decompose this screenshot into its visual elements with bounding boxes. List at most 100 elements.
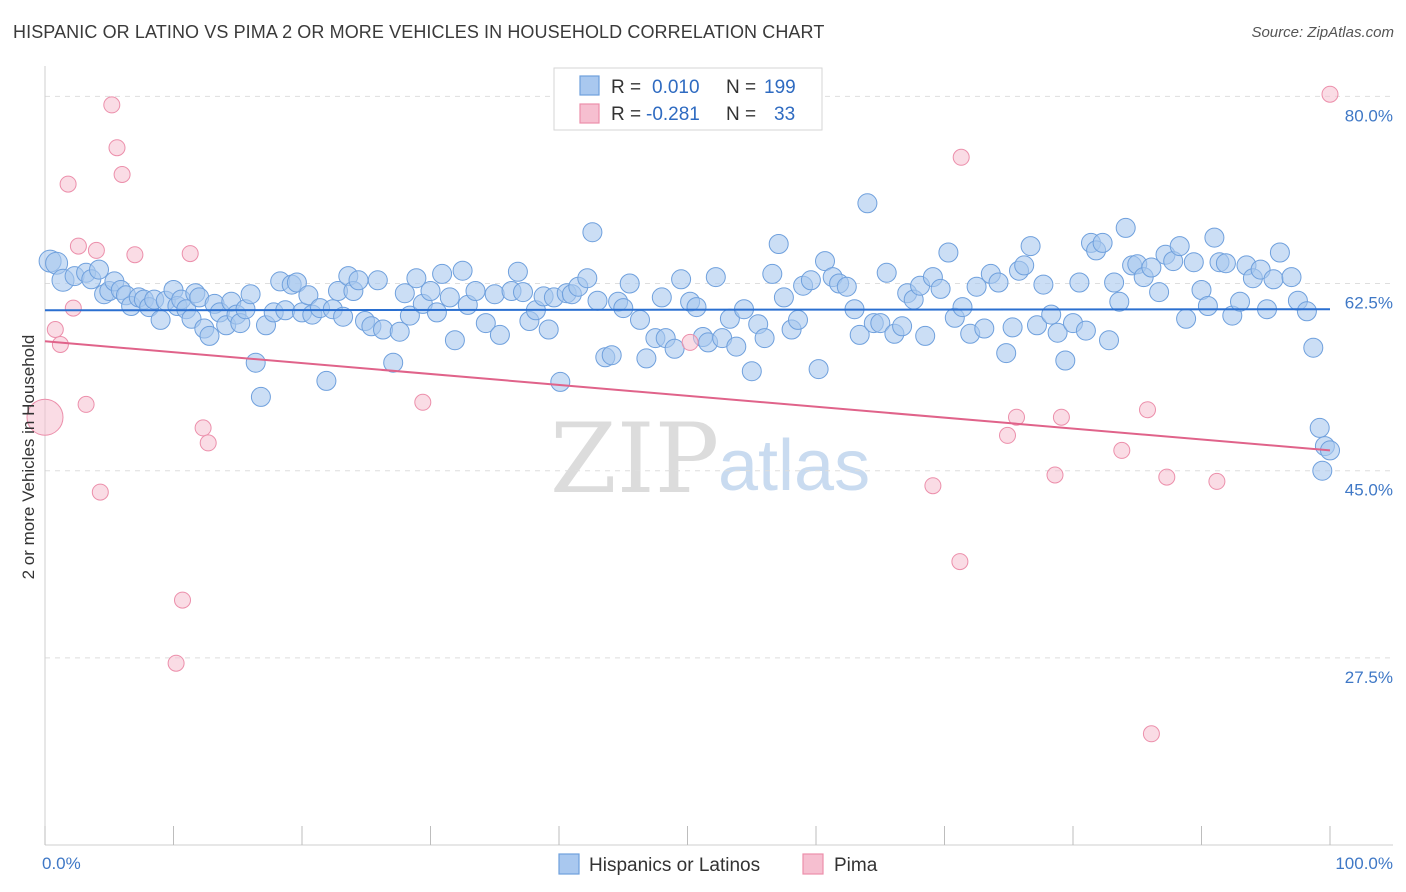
pima-point: [26, 398, 64, 436]
pima-point: [1139, 401, 1156, 419]
hispanic-point: [1014, 255, 1035, 276]
hispanic-point: [1115, 217, 1136, 238]
pima-point: [999, 426, 1016, 444]
hispanic-point: [613, 298, 634, 319]
hispanic-point: [199, 325, 220, 346]
hispanic-trend-line: [44, 308, 1331, 312]
hispanic-point: [836, 276, 857, 297]
y-tick-label: 27.5%: [1345, 668, 1393, 687]
hispanic-point: [489, 324, 510, 345]
pima-point: [91, 483, 109, 501]
hispanic-point: [915, 325, 936, 346]
pima-point: [46, 321, 64, 338]
hispanic-point: [465, 281, 486, 301]
pima-point: [126, 246, 144, 264]
bottom-legend-label-pima: Pima: [834, 855, 878, 876]
legend-r-label-1: R =: [611, 77, 641, 98]
pima-point: [181, 245, 199, 263]
hispanic-point: [1176, 308, 1197, 329]
hispanic-point: [988, 272, 1009, 293]
hispanic-point: [1204, 227, 1225, 248]
hispanic-point: [686, 297, 707, 318]
pima-point: [1113, 441, 1131, 459]
hispanic-point: [1047, 322, 1068, 343]
hispanic-point: [1281, 267, 1302, 288]
pima-point: [1008, 408, 1025, 426]
hispanic-point: [513, 282, 533, 303]
hispanic-point: [383, 352, 404, 373]
hispanic-point: [876, 262, 897, 283]
hispanic-point: [444, 330, 465, 351]
hispanic-point: [439, 287, 460, 308]
pima-point: [113, 166, 131, 183]
watermark-zip: ZIP: [550, 403, 719, 515]
hispanic-point: [1296, 301, 1317, 322]
legend-swatch-pima: [579, 103, 600, 124]
hispanic-point: [857, 193, 878, 214]
pima-point: [108, 139, 126, 157]
hispanic-point: [1312, 460, 1333, 481]
pima-point: [951, 553, 969, 571]
tick-labels: 27.5% 45.0% 62.5% 80.0% 0.0% 100.0%: [42, 106, 1393, 873]
hispanic-point: [1303, 337, 1324, 358]
hispanic-point: [389, 321, 410, 342]
hispanic-point: [630, 309, 650, 330]
hispanic-point: [815, 251, 835, 272]
hispanic-point: [240, 284, 261, 305]
pima-point: [952, 148, 970, 166]
hispanic-point: [420, 281, 441, 301]
hispanic-point: [484, 284, 505, 305]
hispanic-point: [1092, 232, 1113, 253]
scatter-points: [26, 85, 1340, 743]
hispanic-point: [1309, 417, 1330, 438]
hispanic-point: [1215, 253, 1236, 274]
legend-r-value-2: -0.281: [646, 104, 700, 125]
hispanic-point: [601, 345, 622, 366]
hispanic-point: [1002, 317, 1023, 338]
hispanic-point: [1104, 272, 1125, 293]
hispanic-point: [762, 263, 783, 284]
hispanic-point: [1149, 282, 1170, 303]
hispanic-point: [938, 242, 959, 263]
hispanic-point: [298, 285, 319, 306]
hispanic-point: [788, 309, 808, 330]
hispanic-point: [587, 290, 608, 311]
hispanic-point: [974, 318, 995, 339]
hispanic-point: [507, 261, 528, 282]
hispanic-point: [808, 359, 829, 380]
legend-n-label-2: N =: [726, 104, 756, 125]
hispanic-point: [619, 273, 640, 294]
hispanic-point: [651, 287, 672, 308]
hispanic-point: [1099, 330, 1119, 351]
hispanic-point: [671, 269, 692, 290]
pima-point: [174, 591, 191, 609]
bottom-legend-label-hispanic: Hispanics or Latinos: [589, 855, 760, 876]
pima-point: [64, 299, 82, 317]
legend-box: R = 0.010 N = 199 R = -0.281 N = 33: [553, 67, 823, 131]
pima-point: [87, 241, 105, 259]
hispanic-point: [582, 222, 603, 243]
gridlines: [45, 95, 1393, 659]
pima-point: [1158, 468, 1176, 486]
hispanic-point: [741, 361, 762, 382]
pima-point: [51, 336, 69, 353]
hispanic-point: [538, 319, 559, 340]
pima-point: [1208, 472, 1226, 490]
hispanic-point: [452, 260, 473, 281]
hispanic-point: [1183, 252, 1204, 273]
hispanic-point: [664, 338, 685, 359]
hispanic-point: [849, 324, 870, 345]
y-tick-label: 62.5%: [1345, 294, 1393, 313]
hispanic-point: [636, 348, 657, 369]
pima-point: [194, 419, 212, 437]
pima-point: [1321, 85, 1339, 103]
pima-point: [1142, 725, 1160, 743]
hispanic-point: [1197, 296, 1218, 316]
hispanic-point: [1055, 350, 1076, 371]
hispanic-point: [892, 316, 913, 337]
hispanic-point: [1041, 304, 1062, 325]
pima-point: [199, 434, 217, 452]
hispanic-point: [373, 319, 393, 340]
axes: [44, 66, 1393, 846]
hispanic-point: [475, 313, 496, 334]
